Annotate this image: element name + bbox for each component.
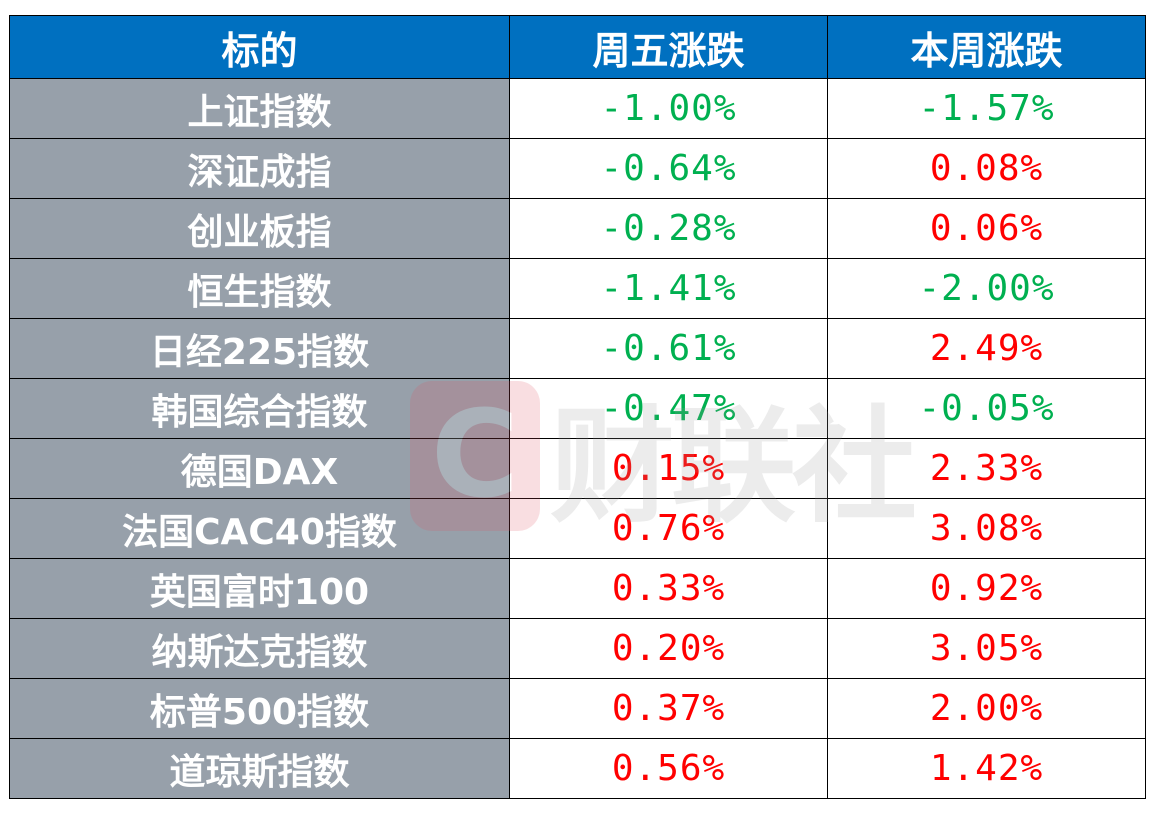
table-row: 创业板指 -0.28% 0.06%	[9, 198, 1146, 259]
index-name: 上证指数	[9, 78, 510, 139]
week-change: -0.05%	[827, 378, 1146, 439]
friday-change: -0.28%	[509, 198, 828, 259]
table-row: 纳斯达克指数 0.20% 3.05%	[9, 618, 1146, 679]
table-row: 日经225指数 -0.61% 2.49%	[9, 318, 1146, 379]
index-name: 法国CAC40指数	[9, 498, 510, 559]
week-change: 2.00%	[827, 678, 1146, 739]
index-name: 标普500指数	[9, 678, 510, 739]
header-target: 标的	[9, 15, 510, 79]
week-change: -2.00%	[827, 258, 1146, 319]
friday-change: 0.56%	[509, 738, 828, 799]
table-row: 标普500指数 0.37% 2.00%	[9, 678, 1146, 739]
week-change: -1.57%	[827, 78, 1146, 139]
index-name: 创业板指	[9, 198, 510, 259]
table-row: 英国富时100 0.33% 0.92%	[9, 558, 1146, 619]
friday-change: 0.20%	[509, 618, 828, 679]
friday-change: 0.37%	[509, 678, 828, 739]
index-performance-table: 标的 周五涨跌 本周涨跌 上证指数 -1.00% -1.57% 深证成指 -0.64% 0…	[9, 15, 1146, 799]
index-name: 韩国综合指数	[9, 378, 510, 439]
friday-change: -0.61%	[509, 318, 828, 379]
index-name: 深证成指	[9, 138, 510, 199]
table-row: 韩国综合指数 -0.47% -0.05%	[9, 378, 1146, 439]
table-row: 道琼斯指数 0.56% 1.42%	[9, 738, 1146, 799]
week-change: 3.05%	[827, 618, 1146, 679]
friday-change: -1.00%	[509, 78, 828, 139]
header-friday-change: 周五涨跌	[509, 15, 828, 79]
table-row: 德国DAX 0.15% 2.33%	[9, 438, 1146, 499]
header-row: 标的 周五涨跌 本周涨跌	[9, 15, 1146, 79]
friday-change: -1.41%	[509, 258, 828, 319]
index-name: 道琼斯指数	[9, 738, 510, 799]
header-week-change: 本周涨跌	[827, 15, 1146, 79]
friday-change: -0.64%	[509, 138, 828, 199]
friday-change: -0.47%	[509, 378, 828, 439]
week-change: 1.42%	[827, 738, 1146, 799]
index-name: 纳斯达克指数	[9, 618, 510, 679]
friday-change: 0.15%	[509, 438, 828, 499]
table-row: 法国CAC40指数 0.76% 3.08%	[9, 498, 1146, 559]
index-name: 德国DAX	[9, 438, 510, 499]
week-change: 0.92%	[827, 558, 1146, 619]
index-name: 日经225指数	[9, 318, 510, 379]
table-row: 上证指数 -1.00% -1.57%	[9, 78, 1146, 139]
table-row: 恒生指数 -1.41% -2.00%	[9, 258, 1146, 319]
friday-change: 0.76%	[509, 498, 828, 559]
friday-change: 0.33%	[509, 558, 828, 619]
index-name: 英国富时100	[9, 558, 510, 619]
week-change: 2.33%	[827, 438, 1146, 499]
index-name: 恒生指数	[9, 258, 510, 319]
week-change: 0.08%	[827, 138, 1146, 199]
week-change: 3.08%	[827, 498, 1146, 559]
table-row: 深证成指 -0.64% 0.08%	[9, 138, 1146, 199]
week-change: 0.06%	[827, 198, 1146, 259]
week-change: 2.49%	[827, 318, 1146, 379]
